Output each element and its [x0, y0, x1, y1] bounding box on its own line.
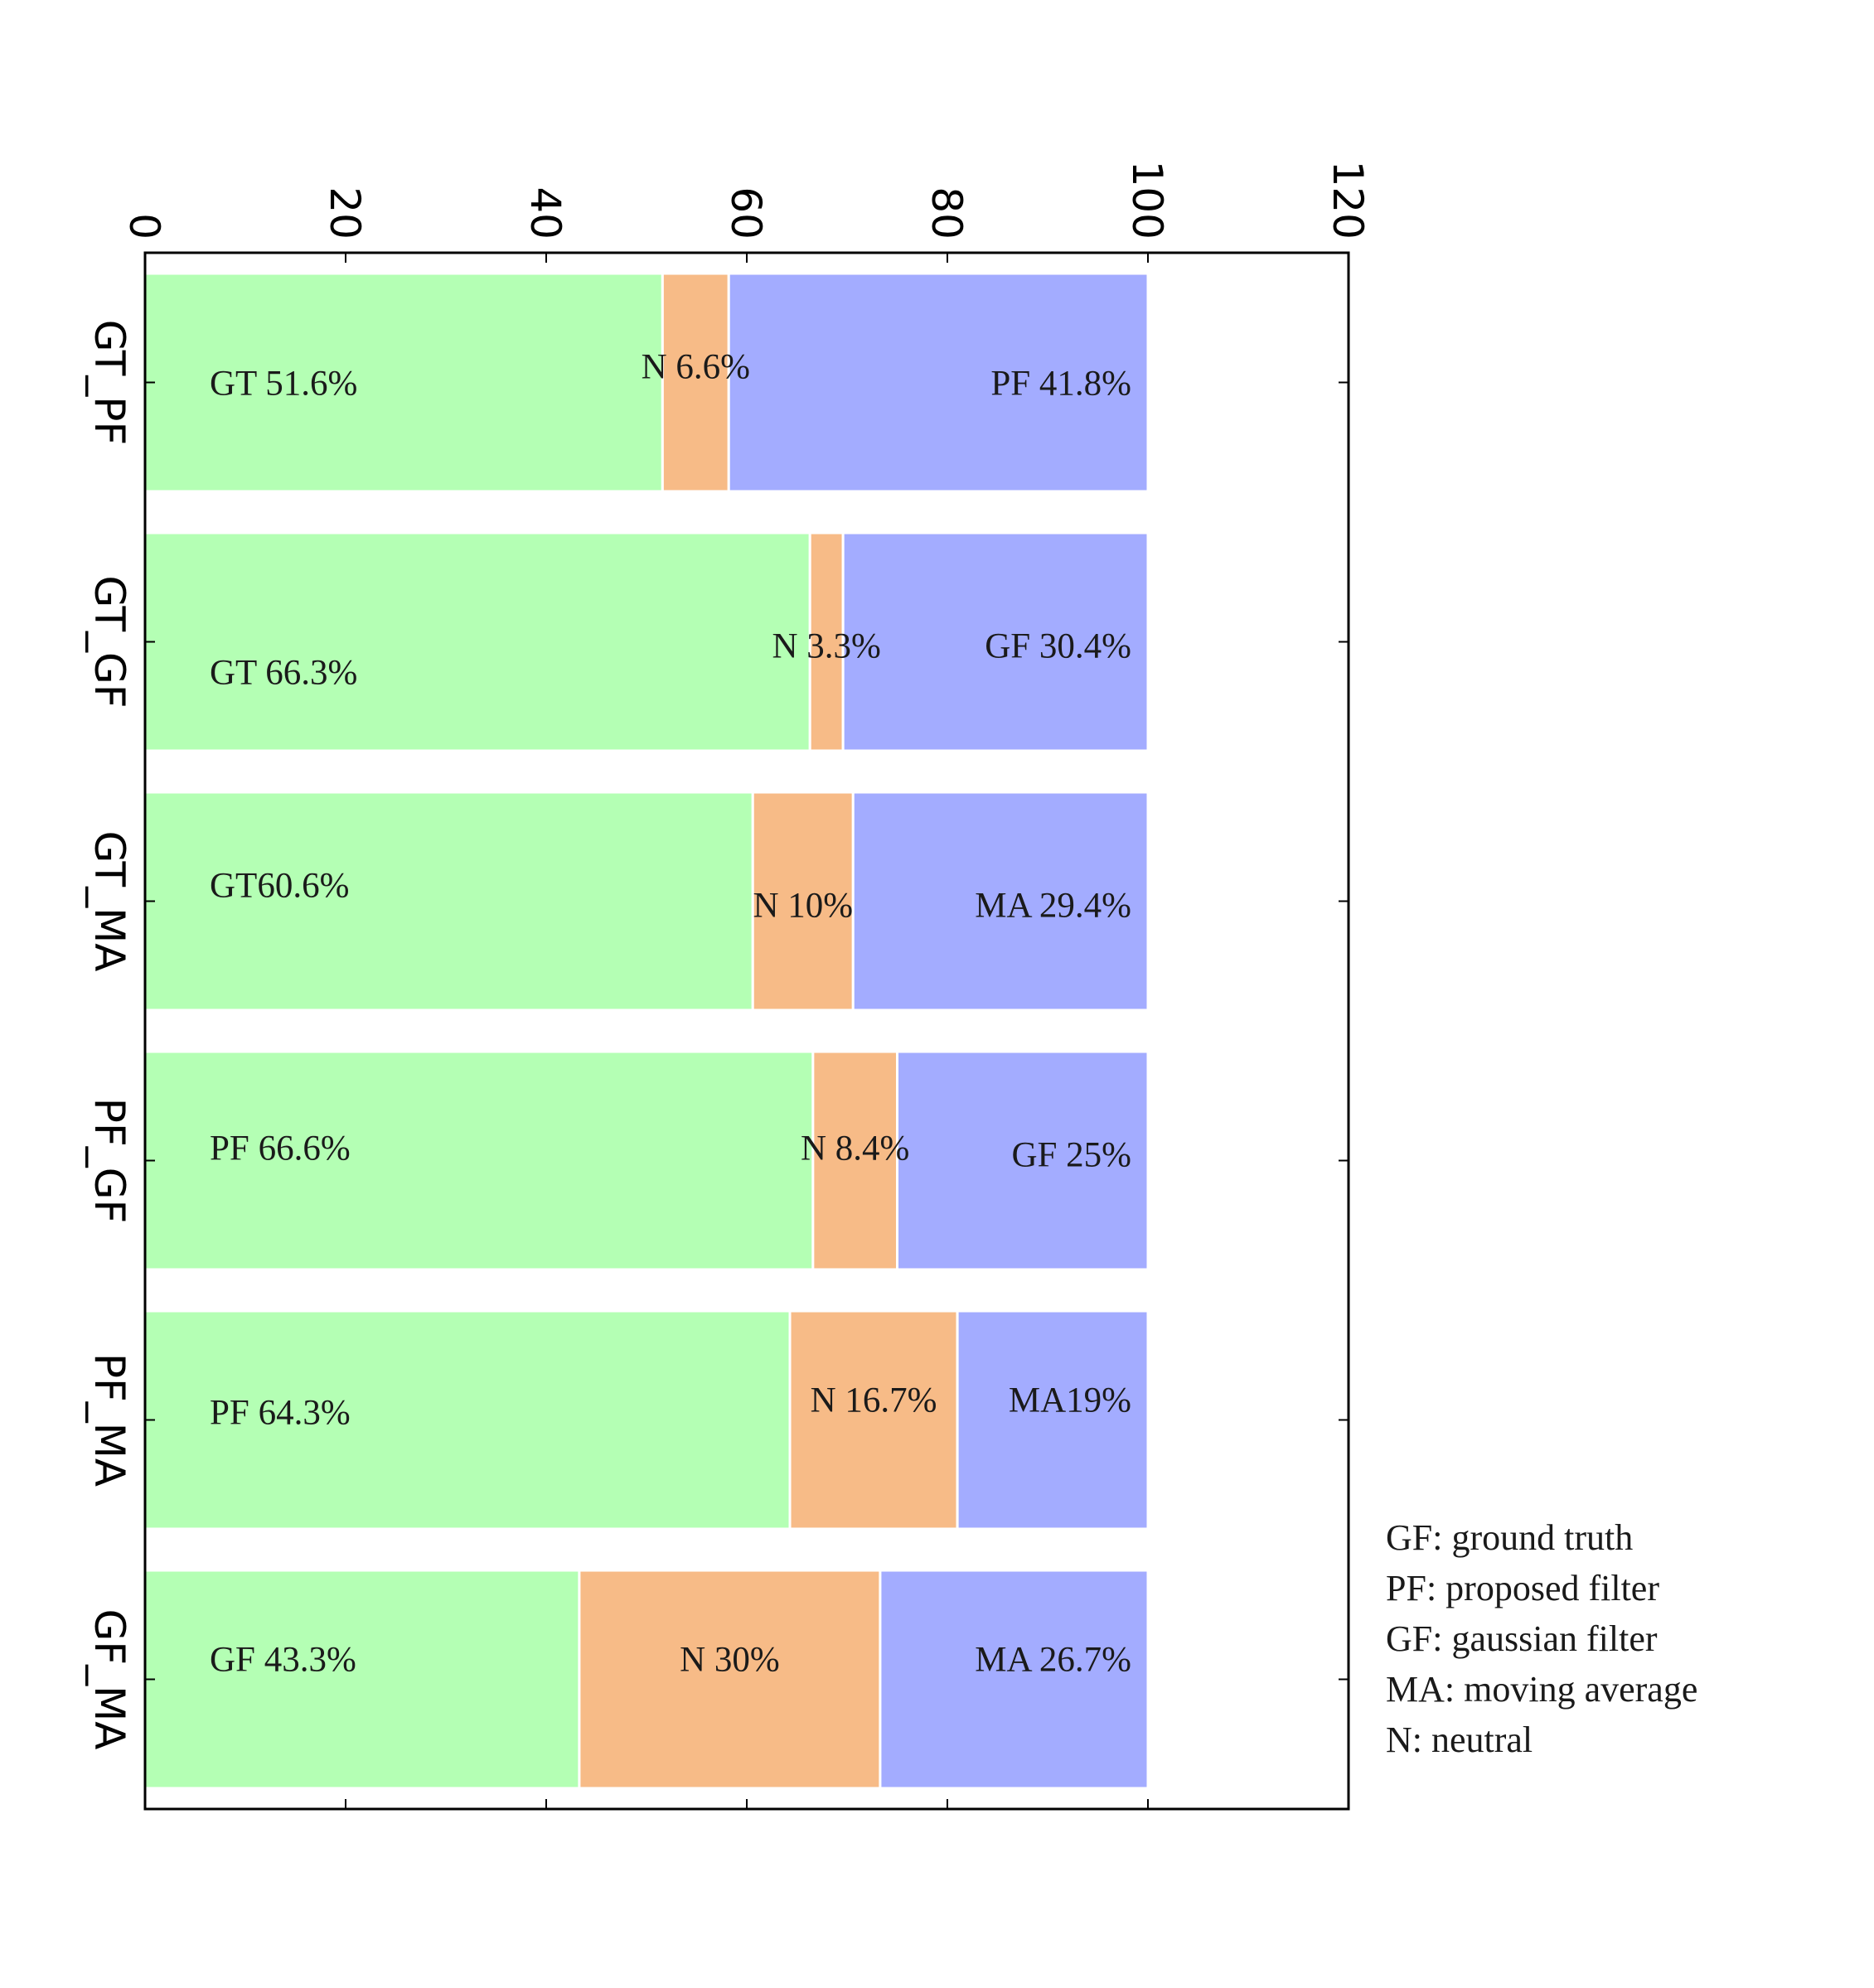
bar-gt-ma-first — [143, 791, 754, 1012]
bar-pf-ma-neutral — [788, 1309, 959, 1531]
category-label: GT_PF — [85, 320, 133, 445]
bar-gf-ma-neutral — [578, 1569, 882, 1790]
bar-gt-ma-neutral — [751, 791, 855, 1012]
segment-label: N 10% — [753, 887, 853, 926]
legend-line: GF: ground truth — [1386, 1517, 1633, 1558]
bar-pf-ma-second — [956, 1309, 1150, 1531]
x-tick-label: 20 — [321, 186, 369, 239]
segment-label: N 16.7% — [811, 1381, 937, 1420]
x-tick-label: 80 — [922, 186, 971, 239]
category-label: PF_GF — [85, 1098, 133, 1223]
bar-gf-ma-second — [879, 1569, 1150, 1790]
bar-gt-pf-neutral — [661, 272, 730, 493]
segment-label: N 6.6% — [642, 348, 750, 387]
segment-labels-group: GT 51.6% N 6.6% PF 41.8% GT 66.3% N 3.3% GF 3… — [210, 348, 1131, 1680]
segment-label: PF 64.3% — [210, 1394, 351, 1433]
x-tick-label: 0 — [120, 213, 168, 239]
segment-label: N 30% — [680, 1641, 780, 1680]
segment-label: N 3.3% — [772, 627, 881, 666]
segment-label: MA 29.4% — [975, 887, 1131, 926]
category-label: GF_MA — [85, 1609, 133, 1750]
bars-group — [143, 272, 1150, 1790]
segment-label: MA19% — [1009, 1381, 1131, 1420]
segment-label: GT60.6% — [210, 867, 349, 906]
bar-gt-ma-second — [851, 791, 1150, 1012]
segment-label: GF 30.4% — [985, 627, 1131, 666]
legend-line: GF: gaussian filter — [1386, 1618, 1658, 1659]
legend-line: MA: moving average — [1386, 1669, 1697, 1710]
bar-pf-gf-second — [896, 1050, 1150, 1271]
segment-label: GF 43.3% — [210, 1641, 356, 1680]
bar-gt-pf-second — [727, 272, 1150, 493]
segment-label: MA 26.7% — [975, 1641, 1131, 1680]
x-tick-label: 100 — [1123, 161, 1171, 239]
segment-label: GT 51.6% — [210, 365, 357, 404]
bar-gf-ma-first — [143, 1569, 581, 1790]
bar-pf-ma-first — [143, 1309, 792, 1531]
x-tick-label: 40 — [521, 186, 569, 239]
x-tick-label: 120 — [1324, 161, 1372, 239]
bar-gt-gf-first — [143, 531, 811, 752]
x-tick-label: 60 — [722, 186, 770, 239]
bar-pf-gf-neutral — [811, 1050, 898, 1271]
legend-line: N: neutral — [1386, 1720, 1533, 1760]
segment-label: GT 66.3% — [210, 654, 357, 693]
category-label: GT_MA — [85, 831, 133, 972]
bar-gt-gf-second — [841, 531, 1150, 752]
segment-label: GF 25% — [1011, 1136, 1131, 1175]
segment-label: N 8.4% — [801, 1129, 909, 1168]
segment-label: PF 66.6% — [210, 1129, 351, 1168]
category-label: GT_GF — [85, 575, 133, 708]
category-label: PF_MA — [85, 1353, 133, 1487]
legend-line: PF: proposed filter — [1386, 1568, 1659, 1608]
bar-gt-pf-first — [143, 272, 664, 493]
segment-label: PF 41.8% — [990, 365, 1131, 404]
category-labels-group: GT_PF GT_GF GT_MA PF_GF PF_MA GF_MA — [85, 320, 133, 1750]
ticks-group: 0 20 40 60 80 100 120 — [120, 161, 1372, 1809]
legend: GF: ground truth PF: proposed filter GF: g… — [1386, 1517, 1697, 1760]
